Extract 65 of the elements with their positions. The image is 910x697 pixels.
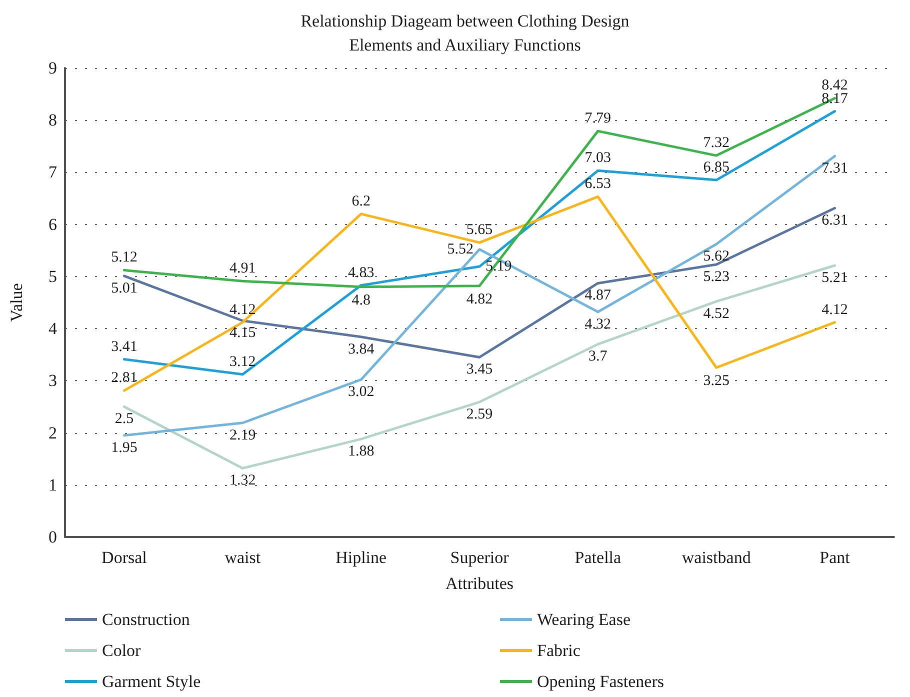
data-label: 6.2 <box>352 193 370 210</box>
data-label: 4.91 <box>230 260 256 277</box>
data-label: 7.03 <box>584 150 612 166</box>
data-label: 2.5 <box>114 411 134 428</box>
data-label: 3.02 <box>348 384 374 400</box>
data-label: 3.7 <box>588 348 608 365</box>
data-label: 2.81 <box>111 370 138 386</box>
legend-label: Color <box>102 641 142 660</box>
data-label: 4.12 <box>822 302 848 318</box>
data-label: 4.82 <box>466 291 493 308</box>
data-label: 7.31 <box>822 160 848 177</box>
data-label: 4.32 <box>584 316 612 332</box>
x-axis-title: Attributes <box>446 574 514 593</box>
y-tick-label: 5 <box>48 266 57 286</box>
data-label: 3.41 <box>111 338 138 355</box>
x-tick-label: Pant <box>820 548 850 567</box>
x-tick-label: Hipline <box>336 548 387 567</box>
data-label: 2.59 <box>466 406 493 423</box>
data-label: 4.83 <box>348 264 374 281</box>
y-tick-label: 8 <box>48 110 57 130</box>
data-label: 6.31 <box>822 212 848 229</box>
y-tick-label: 0 <box>48 528 57 546</box>
x-tick-label: waist <box>224 548 261 567</box>
data-label: 5.12 <box>111 250 138 266</box>
data-label: 7.32 <box>703 135 730 152</box>
y-tick-label: 3 <box>48 371 57 390</box>
y-axis-title: Value <box>7 283 26 322</box>
legend-label: Wearing Ease <box>537 610 630 629</box>
x-tick-label: Patella <box>574 548 622 567</box>
data-label: 5.62 <box>703 248 730 265</box>
x-tick-label: Dorsal <box>102 548 148 567</box>
data-label: 1.32 <box>230 472 256 489</box>
y-tick-label: 7 <box>48 162 58 182</box>
data-label: 5.21 <box>822 270 848 286</box>
data-label: 6.85 <box>703 160 730 176</box>
y-tick-label: 6 <box>48 214 57 234</box>
data-label: 3.12 <box>230 354 256 370</box>
data-label: 7.79 <box>584 110 612 127</box>
data-label: 3.45 <box>466 362 493 378</box>
data-label: 1.88 <box>348 444 374 460</box>
data-label: 4.12 <box>230 302 256 318</box>
legend-label: Fabric <box>537 641 581 660</box>
data-label: 5.65 <box>466 222 493 238</box>
y-tick-label: 4 <box>48 319 58 338</box>
data-label: 3.84 <box>348 341 375 358</box>
y-tick-label: 2 <box>48 423 57 442</box>
data-label: 5.23 <box>703 268 730 285</box>
data-label: 4.8 <box>352 292 370 308</box>
y-tick-label: 1 <box>48 475 57 494</box>
x-tick-label: Superior <box>450 548 510 567</box>
data-label: 6.53 <box>584 176 612 192</box>
data-label: 2.19 <box>230 427 256 444</box>
y-tick-label: 9 <box>48 58 57 78</box>
legend-label: Garment Style <box>102 672 201 691</box>
data-label: 4.15 <box>230 325 256 342</box>
data-label: 3.25 <box>703 373 730 390</box>
data-label: 4.52 <box>703 306 730 322</box>
data-label: 5.52 <box>447 241 474 258</box>
data-label: 4.87 <box>584 288 612 304</box>
data-label: 1.95 <box>111 440 138 456</box>
legend-label: Construction <box>102 610 190 629</box>
chart-title: Relationship Diageam between Clothing Design Elements and Auxiliary Functions <box>300 12 630 54</box>
data-label: 5.01 <box>111 280 138 296</box>
legend-label: Opening Fasteners <box>537 672 664 691</box>
x-tick-label: waistband <box>682 548 752 567</box>
